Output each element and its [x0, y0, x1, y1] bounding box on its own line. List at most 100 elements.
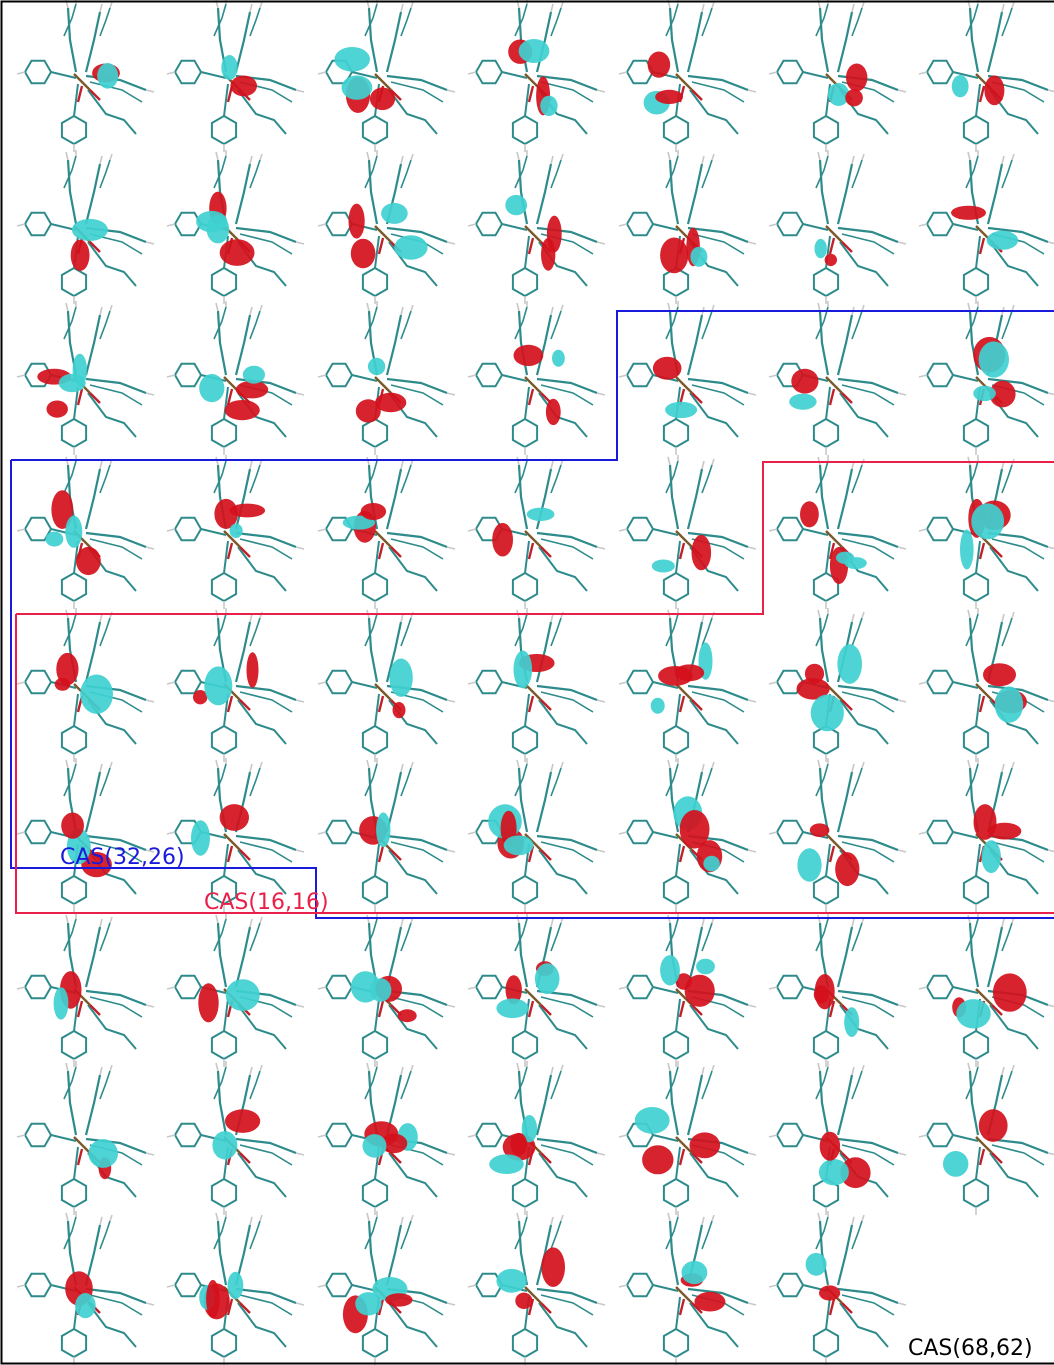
orbital-lobe — [634, 1107, 670, 1134]
orbital-lobe — [978, 1109, 1008, 1142]
orbital-lobe — [844, 557, 867, 570]
orbital-lobe — [837, 644, 862, 684]
orbital-thumbnail — [768, 150, 907, 304]
orbital-lobe — [986, 230, 1019, 250]
orbital-lobe — [80, 674, 113, 714]
orbital-lobe — [513, 344, 544, 366]
orbital-lobe — [552, 349, 565, 367]
orbital-lobe — [978, 341, 1009, 378]
orbital-lobe — [943, 1151, 969, 1177]
orbital-lobe — [505, 975, 522, 1005]
orbital-lobe — [971, 503, 1005, 540]
orbital-lobe — [76, 546, 101, 576]
orbital-thumbnail — [166, 758, 305, 912]
orbital-thumbnail — [768, 1061, 907, 1215]
orbital-thumbnail — [918, 1061, 1054, 1215]
orbital-lobe — [389, 658, 413, 697]
orbital-thumbnail — [768, 301, 907, 455]
orbital-thumbnail — [16, 1061, 155, 1215]
orbital-thumbnail — [16, 758, 155, 912]
orbital-lobe — [660, 237, 689, 274]
orbital-lobe — [789, 393, 817, 410]
orbital-thumbnail — [618, 455, 757, 609]
orbital-lobe — [956, 999, 991, 1029]
orbital-lobe — [376, 812, 391, 848]
orbital-lobe — [846, 63, 868, 92]
orbital-thumbnail — [467, 1211, 606, 1365]
orbital-lobe — [689, 1132, 721, 1159]
orbital-thumbnail — [918, 301, 1054, 455]
orbital-thumbnail — [166, 455, 305, 609]
orbital-thumbnail — [166, 301, 305, 455]
orbital-lobe — [655, 89, 683, 104]
orbital-lobe — [230, 75, 257, 97]
orbital-thumbnail — [317, 0, 456, 152]
orbital-lobe — [835, 852, 860, 887]
orbital-thumbnail — [16, 150, 155, 304]
orbital-lobe — [796, 678, 830, 700]
orbital-lobe — [225, 1109, 261, 1133]
orbital-thumbnail — [317, 301, 456, 455]
orbital-lobe — [242, 365, 265, 384]
orbital-lobe — [844, 1007, 860, 1037]
orbital-lobe — [818, 1159, 849, 1186]
orbital-lobe — [797, 848, 822, 882]
orbital-thumbnail — [618, 758, 757, 912]
orbital-thumbnail — [317, 1211, 456, 1365]
orbital-lobe — [348, 203, 365, 239]
orbital-thumbnail — [317, 913, 456, 1067]
orbital-thumbnail — [16, 608, 155, 762]
orbital-thumbnail — [918, 913, 1054, 1067]
orbital-thumbnail — [467, 0, 606, 152]
orbital-thumbnail — [618, 1211, 757, 1365]
orbital-lobe — [394, 235, 428, 260]
orbital-thumbnail — [467, 913, 606, 1067]
orbital-lobe — [521, 1115, 538, 1143]
orbital-thumbnail — [166, 1211, 305, 1365]
orbital-thumbnail — [467, 301, 606, 455]
orbital-lobe — [219, 239, 255, 266]
orbital-lobe — [381, 202, 408, 224]
orbital-lobe — [71, 218, 108, 241]
orbital-thumbnail — [618, 150, 757, 304]
orbital-lobe — [503, 835, 534, 856]
orbital-lobe — [650, 697, 665, 714]
orbital-lobe — [489, 1154, 524, 1174]
orbital-lobe — [212, 1131, 238, 1160]
orbital-thumbnail — [166, 913, 305, 1067]
orbital-lobe — [496, 1268, 527, 1293]
orbital-lobe — [397, 1009, 417, 1023]
orbital-lobe — [198, 983, 219, 1023]
orbital-lobe — [992, 973, 1027, 1012]
orbital-lobe — [545, 398, 561, 426]
orbital-lobe — [660, 955, 680, 986]
orbital-lobe — [541, 1247, 565, 1287]
orbital-lobe — [392, 702, 406, 719]
orbital-thumbnail — [317, 455, 456, 609]
orbital-lobe — [983, 663, 1016, 687]
orbital-lobe — [696, 958, 715, 975]
orbital-lobe — [951, 205, 986, 220]
orbital-lobe — [70, 239, 90, 271]
orbital-lobe — [88, 1139, 118, 1168]
cas-32-26-frame — [10, 310, 1054, 919]
orbital-lobe — [380, 1133, 408, 1154]
orbital-lobe — [840, 1157, 871, 1189]
orbital-lobe — [227, 1271, 244, 1300]
orbital-lobe — [674, 664, 705, 682]
orbital-thumbnail — [618, 301, 757, 455]
cas-32-26-label: CAS(32,26) — [60, 845, 185, 870]
orbital-thumbnail — [16, 455, 155, 609]
orbital-lobe — [814, 974, 835, 1010]
orbital-lobe — [235, 380, 269, 399]
orbital-lobe — [541, 238, 556, 271]
orbital-lobe — [369, 87, 396, 111]
orbital-lobe — [72, 353, 87, 386]
orbital-lobe — [984, 75, 1005, 106]
orbital-lobe — [206, 215, 230, 244]
orbital-lobe — [814, 238, 827, 259]
orbital-lobe — [510, 1132, 528, 1156]
orbital-lobe — [341, 75, 373, 100]
orbital-lobe — [805, 1252, 827, 1276]
